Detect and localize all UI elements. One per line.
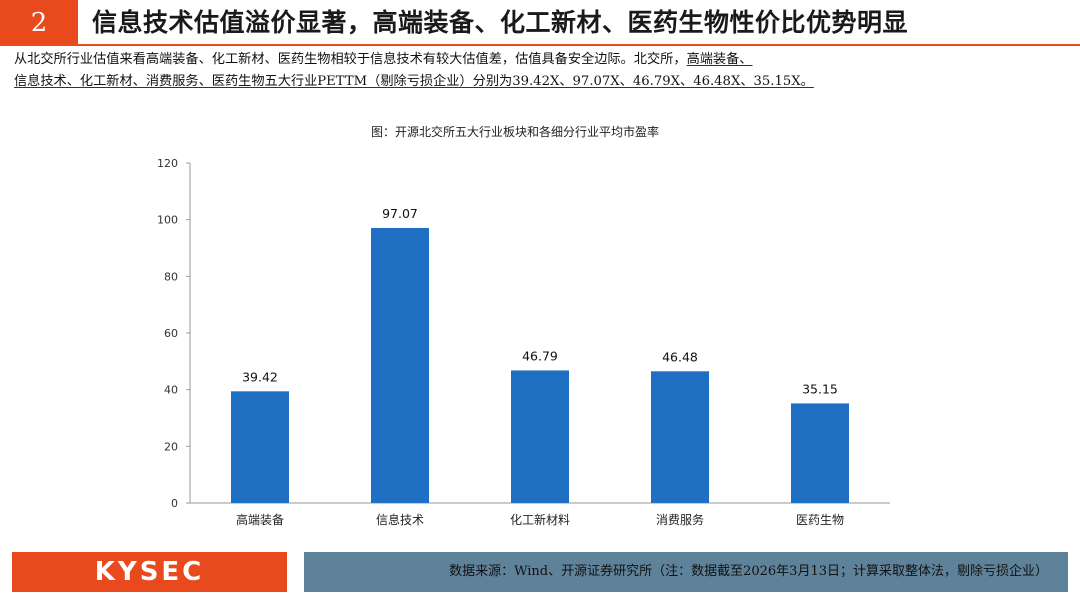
summary-text: 从北交所行业估值来看高端装备、化工新材、医药生物相较于信息技术有较大估值差，估值… (14, 49, 1074, 93)
kysec-logo: KYSEC (12, 552, 287, 592)
bar-value-label: 97.07 (382, 206, 418, 221)
title-divider (0, 44, 1080, 46)
x-tick-label: 高端装备 (236, 512, 284, 527)
x-tick-label: 医药生物 (796, 513, 844, 527)
summary-line-1-text: 从北交所行业估值来看高端装备、化工新材、医药生物相较于信息技术有较大估值差，估值… (14, 52, 687, 67)
footer: KYSEC 数据来源：Wind、开源证券研究所（注：数据截至2026年3月13日… (0, 552, 1080, 592)
x-tick-label: 消费服务 (656, 512, 704, 527)
y-tick-label: 60 (164, 327, 178, 340)
bar (651, 371, 709, 503)
data-source: 数据来源：Wind、开源证券研究所（注：数据截至2026年3月13日；计算采取整… (304, 552, 1068, 592)
y-tick-label: 40 (164, 384, 178, 397)
summary-line-2: 信息技术、化工新材、消费服务、医药生物五大行业PETTM（剔除亏损企业）分别为3… (14, 74, 814, 89)
bar-value-label: 46.48 (662, 349, 698, 364)
y-tick-label: 20 (164, 440, 178, 453)
summary-line-1: 从北交所行业估值来看高端装备、化工新材、医药生物相较于信息技术有较大估值差，估值… (14, 49, 1074, 71)
x-tick-label: 化工新材料 (510, 512, 570, 527)
bar-value-label: 46.79 (522, 348, 558, 363)
bar (371, 227, 429, 503)
bars: 39.42 97.07 46.79 46.48 35.15 (231, 206, 849, 503)
y-tick-label: 0 (171, 497, 178, 510)
y-tick-label: 100 (157, 214, 178, 227)
bar-value-label: 39.42 (242, 369, 278, 384)
pe-bar-chart: 图：开源北交所五大行业板块和各细分行业平均市盈率 0 20 40 60 80 100 120… (140, 120, 940, 540)
chart-title: 图：开源北交所五大行业板块和各细分行业平均市盈率 (371, 124, 659, 139)
section-number: 2 (0, 0, 78, 46)
bar-value-label: 35.15 (802, 381, 838, 396)
x-axis: 高端装备 信息技术 化工新材料 消费服务 医药生物 (190, 502, 890, 527)
page-title: 信息技术估值溢价显著，高端装备、化工新材、医药生物性价比优势明显 (92, 8, 909, 37)
bar (791, 403, 849, 503)
y-tick-label: 120 (157, 157, 178, 170)
chart-svg: 图：开源北交所五大行业板块和各细分行业平均市盈率 0 20 40 60 80 100 120… (157, 124, 890, 527)
bar (231, 391, 289, 503)
x-tick-label: 信息技术 (376, 512, 424, 527)
summary-line-1-underlined: 高端装备、 (686, 52, 753, 67)
y-axis: 0 20 40 60 80 100 120 (157, 157, 191, 510)
title-bar: 2 信息技术估值溢价显著，高端装备、化工新材、医药生物性价比优势明显 (0, 0, 1080, 46)
y-tick-label: 80 (164, 270, 178, 283)
bar (511, 370, 569, 503)
